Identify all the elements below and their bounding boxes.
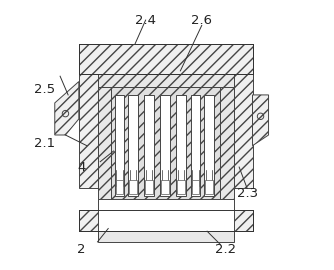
Text: 2.6: 2.6 <box>191 14 212 26</box>
Text: 2.5: 2.5 <box>33 83 55 96</box>
Text: 2.4: 2.4 <box>135 14 156 26</box>
Bar <box>204 95 214 197</box>
Bar <box>98 73 234 87</box>
Bar <box>115 95 124 197</box>
Bar <box>98 231 234 242</box>
Text: 2.3: 2.3 <box>236 187 258 200</box>
Bar <box>144 95 154 197</box>
Bar <box>111 87 220 202</box>
Bar <box>191 95 200 197</box>
Bar <box>79 73 98 188</box>
Bar <box>79 210 253 231</box>
Bar <box>192 180 199 194</box>
Bar <box>128 95 138 197</box>
Text: 2.1: 2.1 <box>33 137 55 150</box>
Text: 2.2: 2.2 <box>215 244 236 256</box>
Bar <box>161 180 169 194</box>
Bar <box>79 44 253 73</box>
Polygon shape <box>55 82 79 135</box>
Bar <box>98 199 234 237</box>
Bar <box>160 95 170 197</box>
Polygon shape <box>253 95 269 146</box>
Bar <box>116 180 123 194</box>
Bar <box>205 180 213 194</box>
Bar <box>145 180 153 194</box>
Text: 2: 2 <box>77 244 86 256</box>
Bar <box>177 180 185 194</box>
Bar <box>98 87 111 202</box>
Bar <box>220 87 234 202</box>
Bar <box>176 95 186 197</box>
Bar <box>234 73 253 188</box>
Text: 4: 4 <box>77 161 86 174</box>
Bar <box>129 180 137 194</box>
